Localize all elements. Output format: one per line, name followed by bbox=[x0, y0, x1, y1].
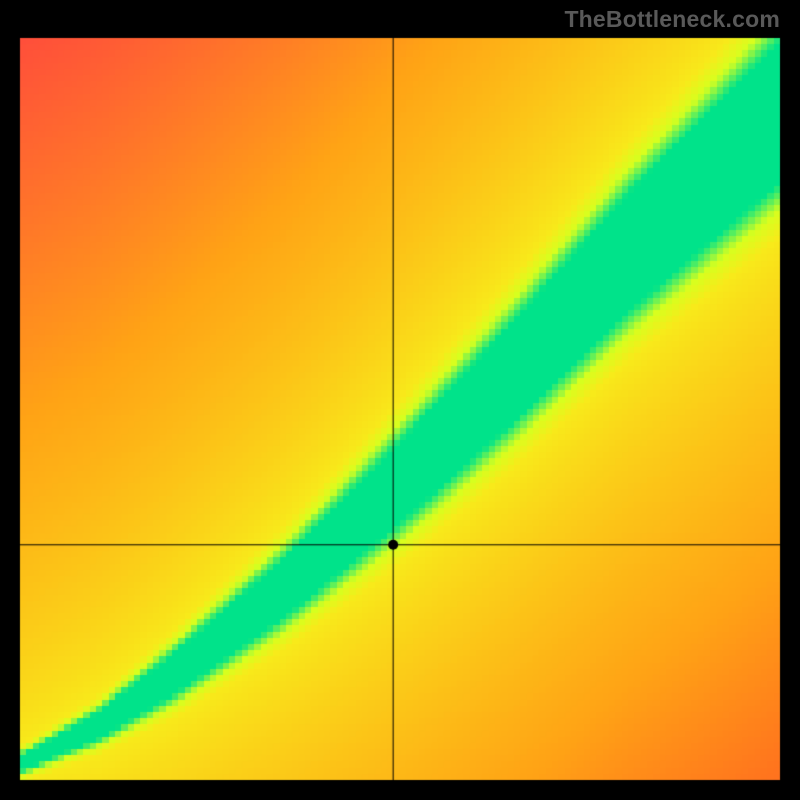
chart-container: TheBottleneck.com bbox=[0, 0, 800, 800]
watermark-text: TheBottleneck.com bbox=[564, 6, 780, 33]
bottleneck-heatmap bbox=[0, 0, 800, 800]
